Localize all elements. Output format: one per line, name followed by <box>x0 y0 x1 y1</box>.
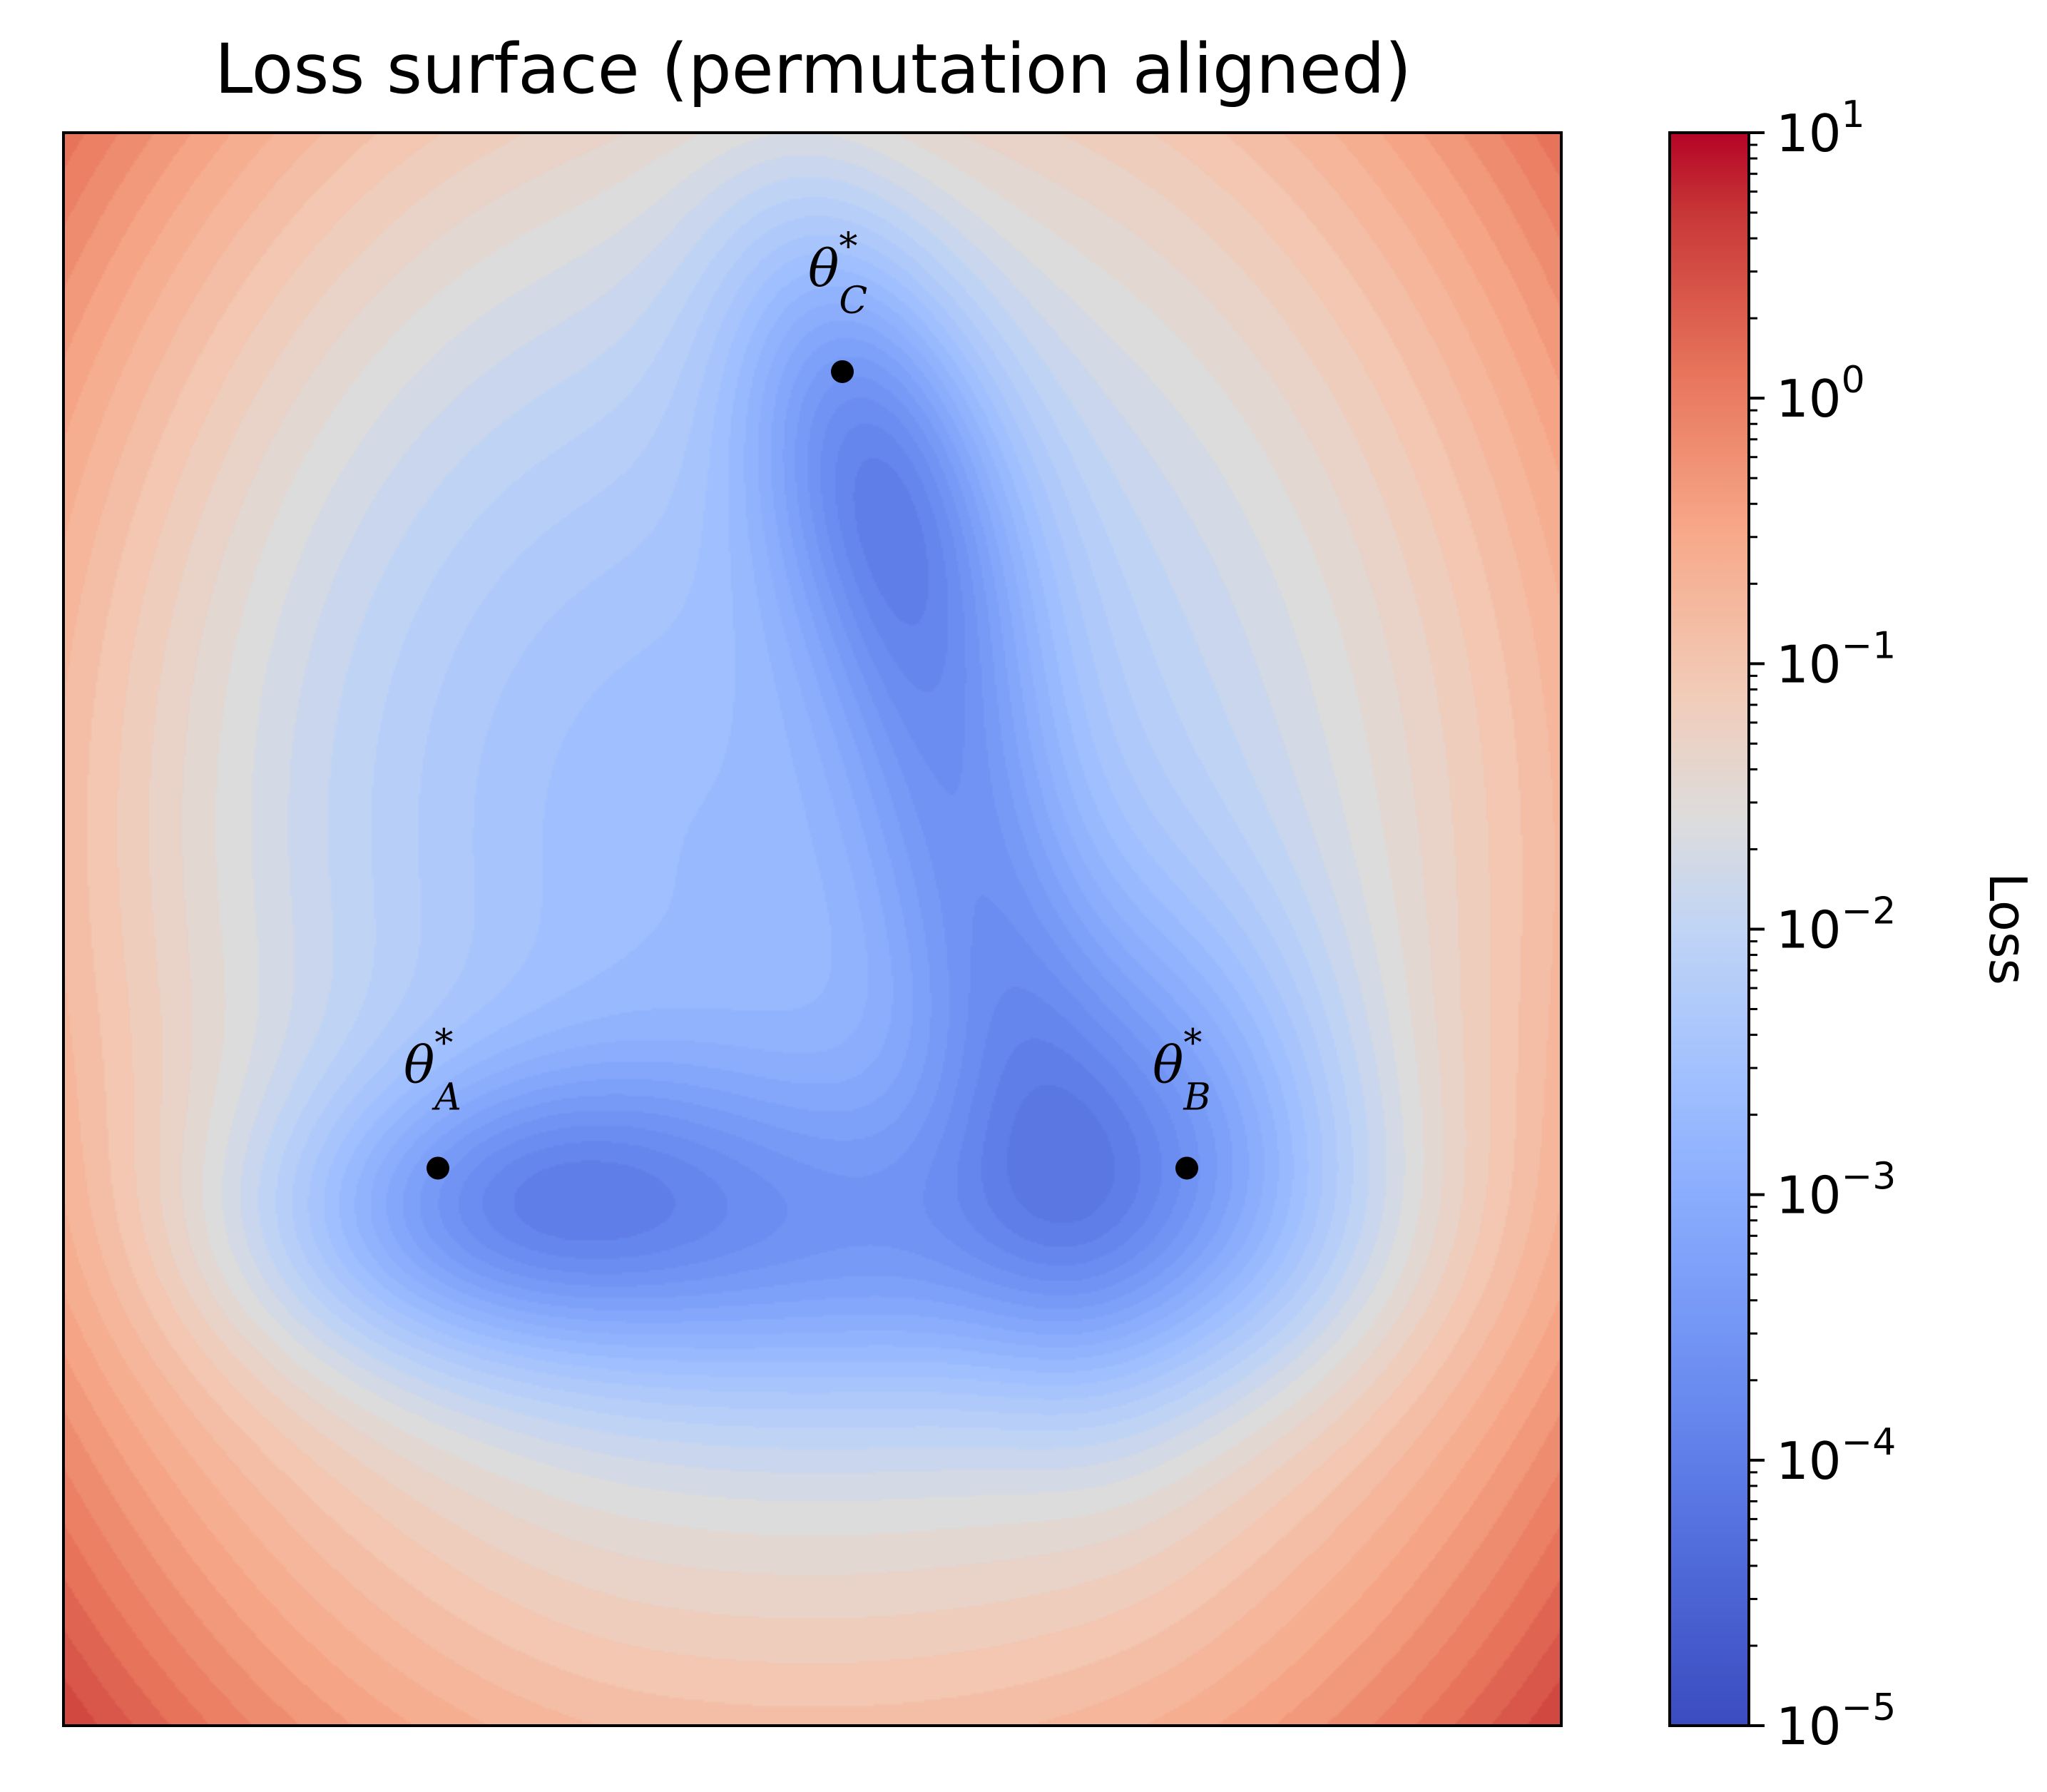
plot-frame <box>62 131 1563 1727</box>
minimum-label-b: θ* B <box>1153 1022 1211 1119</box>
loss-surface-image <box>63 133 1561 1726</box>
minimum-marker-b <box>1175 1156 1198 1180</box>
colorbar-gradient <box>1670 133 1749 1726</box>
colorbar-tick-label: 10−3 <box>1776 1156 1896 1226</box>
colorbar-tick-label: 101 <box>1776 93 1865 163</box>
minimum-marker-a <box>427 1156 449 1180</box>
minimum-marker-c <box>831 360 854 383</box>
loss-surface <box>63 133 1561 1726</box>
minimum-label-a: θ* A <box>404 1022 461 1119</box>
minimum-label-c: θ* C <box>808 225 867 322</box>
chart-title: Loss surface (permutation aligned) <box>215 29 1412 109</box>
colorbar-label: Loss <box>1978 872 2038 985</box>
colorbar-tick-label: 10−1 <box>1776 624 1896 694</box>
colorbar-tick-label: 100 <box>1776 359 1865 429</box>
colorbar-tick-label: 10−2 <box>1776 890 1896 960</box>
colorbar-ticks: 101 100 10−1 10−2 10−3 10−4 10−5 <box>1749 93 1896 1756</box>
colorbar-tick-label: 10−4 <box>1776 1421 1896 1491</box>
colorbar: 101 100 10−1 10−2 10−3 10−4 10−5 Loss <box>1668 93 2038 1756</box>
colorbar-tick-label: 10−5 <box>1776 1686 1896 1756</box>
minima-layer: θ* A θ* B θ* C <box>404 225 1211 1180</box>
